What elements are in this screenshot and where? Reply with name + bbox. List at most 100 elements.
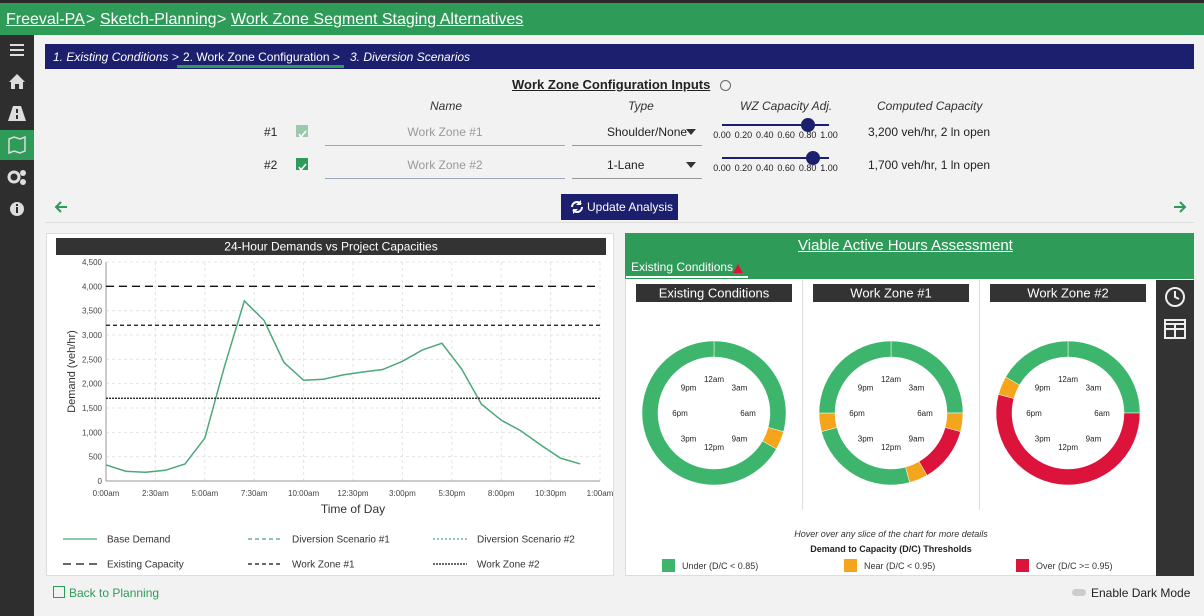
y-tick-label: 3,000 bbox=[82, 331, 103, 340]
hour-label: 9pm bbox=[1035, 384, 1051, 393]
hour-label: 3am bbox=[909, 384, 925, 393]
slider-tick-label: 0.80 bbox=[798, 130, 817, 140]
column-header: WZ Capacity Adj. bbox=[740, 99, 833, 113]
back-link[interactable]: Back to Planning bbox=[69, 586, 160, 600]
menu-icon[interactable] bbox=[0, 35, 34, 65]
type-select[interactable]: Shoulder/None bbox=[572, 125, 702, 146]
type-value: Shoulder/None bbox=[607, 125, 688, 139]
assessment-tab[interactable]: Existing Conditions bbox=[626, 260, 748, 278]
nav-row: Update Analysis bbox=[45, 192, 1194, 223]
chart-title-bar bbox=[56, 238, 606, 255]
donut-title: Work Zone #1 bbox=[850, 286, 931, 301]
breadcrumb-link[interactable]: Sketch-Planning bbox=[100, 11, 217, 28]
donut-title: Existing Conditions bbox=[659, 286, 770, 301]
back-arrow[interactable] bbox=[53, 199, 69, 215]
breadcrumb-link[interactable]: Freeval-PA bbox=[6, 11, 85, 28]
legend-title: Demand to Capacity (D/C) Thresholds bbox=[810, 544, 972, 554]
x-tick-label: 1:00am bbox=[587, 489, 614, 498]
legend-label: Work Zone #2 bbox=[477, 560, 540, 571]
step-tab[interactable]: 1. Existing Conditions > bbox=[53, 50, 179, 64]
checkbox bbox=[296, 125, 308, 139]
slider-thumb[interactable] bbox=[800, 118, 815, 132]
clock-icon[interactable] bbox=[1164, 286, 1186, 308]
y-tick-label: 1,000 bbox=[82, 428, 103, 437]
dark-mode-toggle[interactable] bbox=[1072, 589, 1086, 596]
forward-arrow[interactable] bbox=[1172, 199, 1188, 215]
donut-slice[interactable] bbox=[1067, 340, 1141, 414]
x-tick-label: 7:30am bbox=[241, 489, 268, 498]
hour-label: 3pm bbox=[681, 434, 697, 443]
x-tick-label: 2:30am bbox=[142, 489, 169, 498]
step-tab[interactable]: 3. Diversion Scenarios bbox=[350, 50, 471, 64]
legend-swatch bbox=[844, 559, 857, 572]
row-id: #1 bbox=[264, 125, 278, 139]
donut-slice[interactable] bbox=[641, 340, 777, 486]
step-tab-active[interactable]: 2. Work Zone Configuration > bbox=[183, 50, 340, 64]
slider-tick-label: 1.00 bbox=[820, 130, 838, 140]
section-title: Work Zone Configuration Inputs bbox=[512, 77, 711, 92]
hour-label: 6pm bbox=[1026, 409, 1042, 418]
y-tick-label: 500 bbox=[89, 453, 103, 462]
donut-slice[interactable] bbox=[890, 340, 964, 414]
hour-label: 12am bbox=[881, 375, 901, 384]
dark-mode-label: Enable Dark Mode bbox=[1091, 586, 1191, 600]
x-tick-label: 8:00pm bbox=[488, 489, 515, 498]
hour-label: 6pm bbox=[672, 409, 688, 418]
slider-thumb[interactable] bbox=[805, 151, 820, 165]
y-tick-label: 3,500 bbox=[82, 307, 103, 316]
type-value: 1-Lane bbox=[607, 158, 645, 172]
slider-track bbox=[722, 124, 829, 126]
road-icon[interactable] bbox=[0, 98, 34, 128]
donut-title-bar bbox=[813, 284, 969, 302]
home-icon[interactable] bbox=[0, 66, 34, 96]
hour-label: 3am bbox=[1086, 384, 1102, 393]
column-header: Computed Capacity bbox=[877, 99, 983, 113]
assessment-panel: Viable Active Hours Assessment Existing … bbox=[625, 233, 1194, 576]
chart-title: 24-Hour Demands vs Project Capacities bbox=[224, 240, 437, 254]
donut-slice[interactable] bbox=[713, 340, 787, 432]
x-tick-label: 0:00am bbox=[93, 489, 120, 498]
grid-icon[interactable] bbox=[1164, 318, 1186, 340]
hour-label: 3am bbox=[732, 384, 748, 393]
update-button[interactable]: Update Analysis bbox=[561, 194, 678, 220]
name-input[interactable]: Work Zone #2 bbox=[325, 158, 565, 179]
legend-label: Work Zone #1 bbox=[292, 560, 355, 571]
legend-label: Near (D/C < 0.95) bbox=[864, 561, 935, 571]
donut-slice[interactable] bbox=[995, 394, 1141, 486]
name-input[interactable]: Work Zone #1 bbox=[325, 125, 565, 146]
donut-slice[interactable] bbox=[1005, 340, 1069, 386]
type-select[interactable]: 1-Lane bbox=[572, 158, 702, 179]
hour-label: 12pm bbox=[704, 443, 724, 452]
y-tick-label: 2,500 bbox=[82, 355, 103, 364]
view-toolbar bbox=[1156, 280, 1194, 576]
slider-tick-label: 0.00 bbox=[713, 130, 731, 140]
assessment-header bbox=[625, 233, 1194, 279]
info-icon[interactable] bbox=[0, 194, 34, 224]
slider-tick-label: 0.20 bbox=[734, 130, 753, 140]
donut-charts: Existing Conditions 12am 3am 6am 9am 12pm 3pm 6… bbox=[636, 280, 1146, 572]
sidebar bbox=[0, 35, 34, 616]
tab-label: Existing Conditions bbox=[631, 260, 734, 274]
slider-tick-label: 0.00 bbox=[713, 163, 731, 173]
computed-capacity: 3,200 veh/hr, 2 ln open bbox=[868, 125, 991, 139]
donut-title-bar bbox=[990, 284, 1146, 302]
column-header: Type bbox=[628, 99, 654, 113]
y-tick-label: 4,000 bbox=[82, 282, 103, 291]
donut-slice[interactable] bbox=[918, 427, 961, 476]
settings-icon[interactable] bbox=[0, 162, 34, 192]
hour-label: 6am bbox=[740, 409, 756, 418]
donut-slice[interactable] bbox=[818, 340, 892, 414]
checkbox[interactable] bbox=[296, 158, 308, 172]
breadcrumb-link[interactable]: Work Zone Segment Staging Alternatives bbox=[231, 11, 524, 28]
map-icon[interactable] bbox=[0, 130, 34, 160]
x-tick-label: 5:00am bbox=[191, 489, 218, 498]
hour-label: 12pm bbox=[1058, 443, 1078, 452]
legend-label: Existing Capacity bbox=[107, 560, 184, 571]
hour-label: 6am bbox=[917, 409, 933, 418]
x-tick-label: 5:30pm bbox=[438, 489, 465, 498]
demand-line bbox=[105, 299, 581, 473]
hour-label: 9am bbox=[1086, 434, 1102, 443]
hour-label: 9am bbox=[909, 434, 925, 443]
slider-tick-label: 0.40 bbox=[756, 130, 774, 140]
chart-panel: 24-Hour Demands vs Project Capacities 0 50… bbox=[46, 233, 614, 576]
